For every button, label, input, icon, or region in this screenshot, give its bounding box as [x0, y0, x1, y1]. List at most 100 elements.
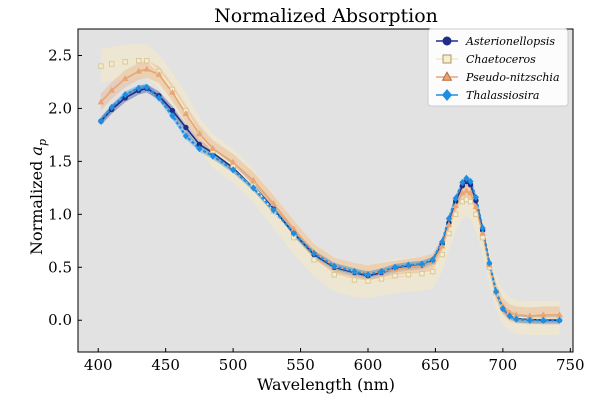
point-pseudo-nitzschia	[143, 65, 151, 72]
y-axis-label-main: Normalized	[27, 156, 46, 255]
point-chaetoceros	[135, 58, 142, 64]
y-tick-label: 0.0	[48, 311, 72, 329]
point-pseudo-nitzschia	[169, 88, 176, 95]
x-tick-label: 700	[489, 356, 518, 374]
legend-label-thalassiosira: Thalassiosira	[466, 89, 539, 102]
point-thalassiosira	[506, 312, 513, 320]
chart-title: Normalized Absorption	[214, 5, 438, 27]
point-thalassiosira	[493, 288, 500, 296]
point-thalassiosira	[351, 267, 358, 276]
y-axis-label-symbol: a	[27, 146, 46, 156]
point-chaetoceros	[473, 211, 479, 218]
point-chaetoceros	[467, 198, 474, 205]
point-pseudo-nitzschia	[452, 202, 459, 209]
point-thalassiosira	[439, 238, 446, 246]
point-thalassiosira	[378, 267, 385, 276]
point-thalassiosira	[540, 316, 547, 324]
point-thalassiosira	[459, 178, 466, 187]
point-thalassiosira	[97, 117, 105, 125]
point-thalassiosira	[513, 315, 520, 323]
point-chaetoceros	[439, 251, 445, 258]
x-tick-label: 550	[286, 356, 315, 374]
point-pseudo-nitzschia	[121, 75, 129, 82]
y-axis-label-subscript: p	[36, 139, 49, 146]
point-thalassiosira	[452, 194, 459, 203]
point-thalassiosira	[364, 271, 372, 279]
point-thalassiosira	[122, 91, 129, 99]
point-thalassiosira	[391, 263, 399, 271]
x-tick-label: 750	[556, 356, 585, 374]
point-chaetoceros	[109, 61, 115, 67]
point-thalassiosira	[290, 229, 297, 238]
point-chaetoceros	[98, 63, 104, 69]
point-thalassiosira	[472, 193, 479, 202]
point-chaetoceros	[392, 273, 398, 279]
point-pseudo-nitzschia	[472, 203, 480, 210]
point-pseudo-nitzschia	[229, 158, 237, 165]
point-chaetoceros	[331, 271, 337, 278]
legend-marker-thalassiosira	[441, 89, 453, 101]
point-chaetoceros	[378, 276, 385, 282]
legend-box	[427, 28, 569, 107]
point-pseudo-nitzschia	[463, 187, 470, 194]
point-thalassiosira	[230, 166, 237, 174]
y-tick-label: 0.5	[48, 258, 72, 276]
point-pseudo-nitzschia	[108, 86, 115, 93]
point-thalassiosira	[169, 112, 176, 120]
point-pseudo-nitzschia	[270, 200, 277, 206]
x-tick-label: 600	[354, 356, 383, 374]
point-thalassiosira	[445, 214, 452, 223]
point-chaetoceros	[405, 271, 412, 278]
point-thalassiosira	[463, 174, 470, 182]
x-tick-label: 400	[84, 356, 113, 374]
point-thalassiosira	[429, 256, 436, 264]
y-axis-label: Normalized ap	[27, 139, 49, 255]
legend-marker-asterionellopsis	[442, 36, 452, 46]
point-thalassiosira	[182, 132, 189, 140]
point-thalassiosira	[270, 206, 277, 214]
y-tick-label: 1.5	[48, 152, 72, 170]
point-pseudo-nitzschia	[209, 144, 217, 151]
point-pseudo-nitzschia	[445, 221, 453, 228]
point-pseudo-nitzschia	[97, 98, 105, 105]
point-thalassiosira	[418, 260, 426, 268]
axes-frame	[77, 28, 574, 353]
point-pseudo-nitzschia	[196, 130, 203, 137]
point-thalassiosira	[143, 83, 150, 91]
point-asterionellopsis	[169, 107, 176, 114]
point-thalassiosira	[405, 261, 412, 269]
point-chaetoceros	[479, 234, 486, 241]
point-thalassiosira	[556, 316, 563, 324]
x-tick-label: 500	[219, 356, 248, 374]
legend-marker-chaetoceros	[442, 54, 452, 64]
point-thalassiosira	[479, 224, 486, 232]
point-thalassiosira	[250, 184, 257, 192]
point-pseudo-nitzschia	[250, 176, 257, 183]
legend: Asterionellopsis Chaetoceros Pseudo-nitz…	[427, 28, 569, 107]
point-chaetoceros	[419, 270, 425, 277]
point-thalassiosira	[467, 177, 474, 186]
point-thalassiosira	[526, 316, 533, 324]
point-pseudo-nitzschia	[135, 67, 142, 74]
point-chaetoceros	[365, 278, 371, 284]
y-tick-label: 2.0	[48, 99, 72, 117]
point-thalassiosira	[331, 262, 338, 270]
point-thalassiosira	[155, 94, 163, 102]
x-tick-label: 650	[421, 356, 450, 374]
legend-label-asterionellopsis: Asterionellopsis	[465, 35, 555, 48]
point-chaetoceros	[351, 277, 358, 283]
point-thalassiosira	[486, 259, 493, 267]
band-chaetoceros	[100, 43, 560, 336]
point-chaetoceros	[446, 230, 452, 237]
point-chaetoceros	[311, 257, 317, 263]
point-chaetoceros	[144, 58, 150, 64]
x-axis-label: Wavelength (nm)	[257, 375, 395, 394]
legend-label-pseudo-nitzschia: Pseudo-nitzschia	[465, 71, 560, 84]
point-chaetoceros	[122, 59, 128, 65]
series-line-thalassiosira	[100, 86, 560, 322]
legend-marker-pseudo-nitzschia	[441, 71, 453, 81]
y-tick-label: 1.0	[48, 205, 72, 223]
point-thalassiosira	[209, 152, 216, 160]
point-pseudo-nitzschia	[155, 70, 163, 77]
